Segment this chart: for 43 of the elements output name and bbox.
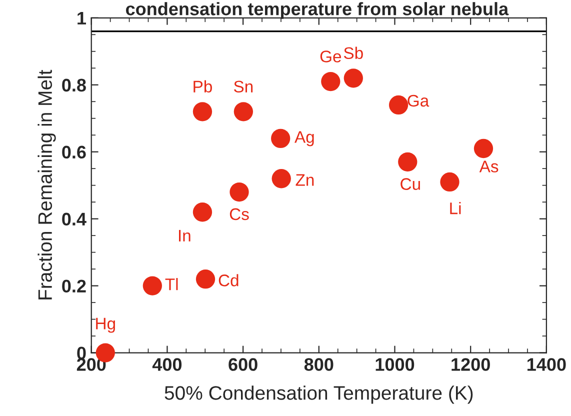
point <box>271 128 290 148</box>
point <box>440 172 460 192</box>
annotation: Ag <box>294 131 314 146</box>
annotation: Li <box>450 202 461 214</box>
x-tick-label: 600 <box>228 358 258 371</box>
point <box>192 202 212 222</box>
point <box>321 72 340 92</box>
point <box>344 68 363 88</box>
annotation: Tl <box>165 278 178 290</box>
x-axis-title: 50% Condensation Temperature (K) <box>164 386 473 404</box>
x-tick-label: 1000 <box>376 358 414 371</box>
y-tick-label: 0.2 <box>62 280 86 293</box>
annotation: Hg <box>96 318 115 333</box>
annotation: Pb <box>194 80 212 93</box>
point <box>272 169 291 188</box>
x-tick-label: 1200 <box>452 358 490 371</box>
x-tick-label: 1400 <box>528 358 566 371</box>
y-tick-label: 0.6 <box>62 146 86 159</box>
annotation: Sn <box>234 80 253 93</box>
annotation: Cs <box>230 208 249 220</box>
y-tick-label: 0.8 <box>62 78 86 92</box>
annotation: Sb <box>344 46 363 60</box>
point <box>230 182 249 202</box>
annotation: Ge <box>320 50 342 62</box>
annotation: As <box>479 160 498 172</box>
chart-title: condensation temperature from solar nebula <box>126 2 509 19</box>
y-axis-title: Fraction Remaining in Melt <box>38 70 56 300</box>
point <box>398 152 418 172</box>
point <box>234 102 254 122</box>
annotation: Cu <box>400 178 420 190</box>
point <box>388 95 408 115</box>
y-tick-label: 0.4 <box>62 212 86 226</box>
annotation: Zn <box>296 174 314 186</box>
point <box>196 270 216 289</box>
annotation: Ga <box>408 94 430 107</box>
y-tick-label: 1 <box>78 12 86 24</box>
point <box>142 276 162 296</box>
x-tick-label: 800 <box>304 358 334 371</box>
point <box>192 102 212 122</box>
point <box>474 138 494 158</box>
annotation: Cd <box>218 274 238 286</box>
annotation: In <box>179 230 190 242</box>
x-tick-label: 400 <box>152 358 182 371</box>
